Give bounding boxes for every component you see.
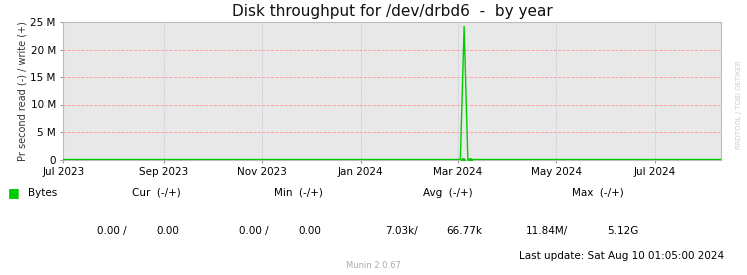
Text: Munin 2.0.67: Munin 2.0.67	[346, 260, 401, 270]
Text: RRDTOOL / TOBI OETIKER: RRDTOOL / TOBI OETIKER	[736, 60, 742, 149]
Text: 0.00 /: 0.00 /	[239, 226, 269, 236]
Text: ■: ■	[7, 186, 19, 199]
Text: Avg  (-/+): Avg (-/+)	[424, 188, 473, 197]
Text: 0.00: 0.00	[156, 226, 179, 236]
Text: Min  (-/+): Min (-/+)	[274, 188, 323, 197]
Text: Bytes: Bytes	[28, 188, 58, 197]
Text: Last update: Sat Aug 10 01:05:00 2024: Last update: Sat Aug 10 01:05:00 2024	[519, 251, 725, 261]
Text: 11.84M/: 11.84M/	[525, 226, 568, 236]
Text: 66.77k: 66.77k	[446, 226, 482, 236]
Text: 5.12G: 5.12G	[607, 226, 639, 236]
Text: 0.00: 0.00	[298, 226, 321, 236]
Text: Max  (-/+): Max (-/+)	[571, 188, 624, 197]
Y-axis label: Pr second read (-) / write (+): Pr second read (-) / write (+)	[18, 21, 28, 161]
Title: Disk throughput for /dev/drbd6  -  by year: Disk throughput for /dev/drbd6 - by year	[232, 4, 553, 20]
Text: Cur  (-/+): Cur (-/+)	[132, 188, 182, 197]
Text: 0.00 /: 0.00 /	[97, 226, 127, 236]
Text: 7.03k/: 7.03k/	[385, 226, 418, 236]
